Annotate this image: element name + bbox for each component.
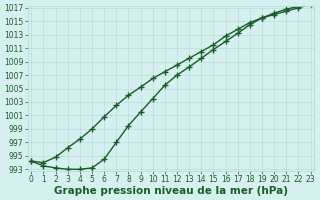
X-axis label: Graphe pression niveau de la mer (hPa): Graphe pression niveau de la mer (hPa) — [54, 186, 288, 196]
